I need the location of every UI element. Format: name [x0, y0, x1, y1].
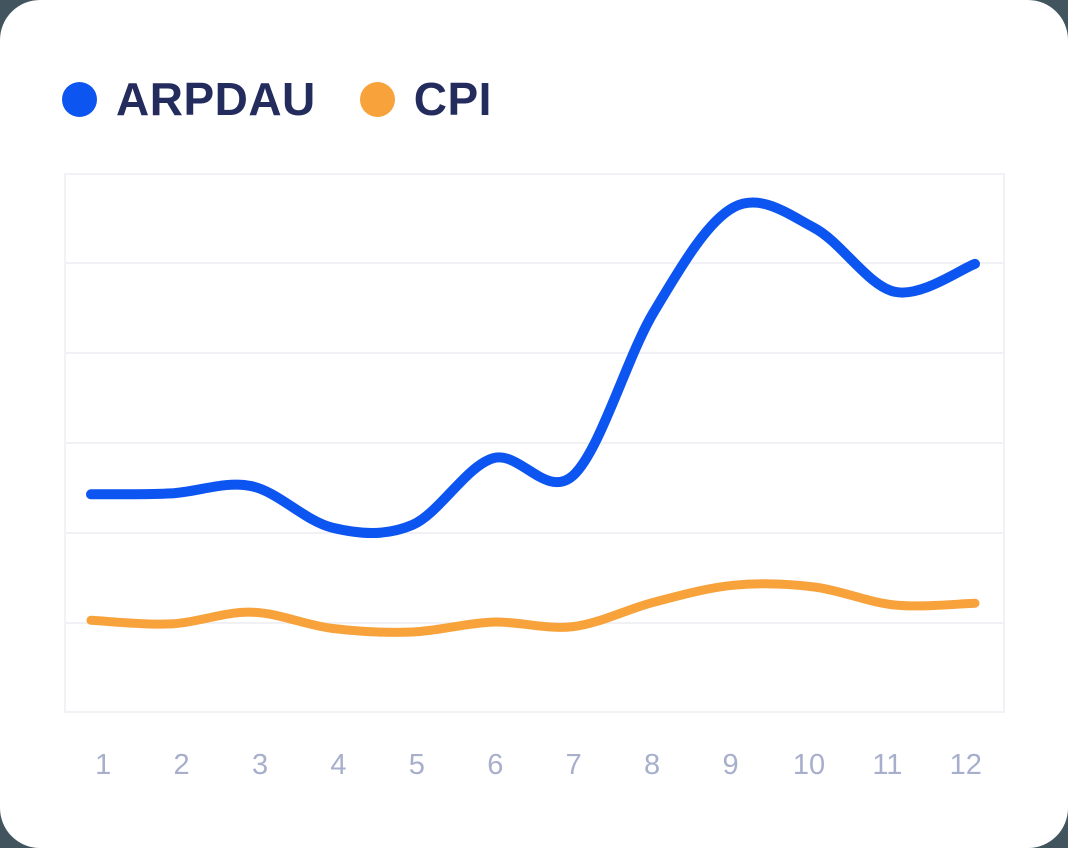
x-tick-label: 1: [95, 749, 112, 781]
x-tick-label: 11: [872, 749, 903, 781]
cpi-legend-label: CPI: [413, 73, 492, 125]
x-tick-label: 9: [722, 749, 739, 781]
x-tick-label: 10: [792, 749, 826, 781]
x-axis: 1 2 3 4 5 6 7 8 9 10 11 12: [64, 748, 1005, 783]
x-tick-label: 6: [487, 749, 504, 781]
cpi-legend-dot-icon: [359, 81, 395, 117]
cpi-line: [86, 579, 980, 637]
arpdau-legend-label: ARPDAU: [116, 73, 316, 125]
x-tick-label: 3: [251, 749, 269, 781]
arpdau-line: [86, 197, 980, 538]
x-tick-label: 5: [408, 749, 425, 781]
arpdau-legend-dot-icon: [62, 81, 97, 117]
x-tick-label: 12: [949, 749, 982, 781]
chart-svg: [64, 173, 1005, 713]
legend-item-arpdau[interactable]: ARPDAU: [62, 76, 316, 122]
legend-item-cpi[interactable]: CPI: [359, 73, 492, 125]
x-tick-label: 4: [330, 749, 347, 781]
plot-area: [64, 173, 1005, 713]
plot-border: [64, 173, 1005, 713]
x-tick-label: 7: [565, 749, 582, 781]
legend: ARPDAU CPI: [62, 74, 492, 124]
x-tick-label: 2: [173, 749, 190, 781]
x-tick-label: 8: [644, 749, 661, 781]
